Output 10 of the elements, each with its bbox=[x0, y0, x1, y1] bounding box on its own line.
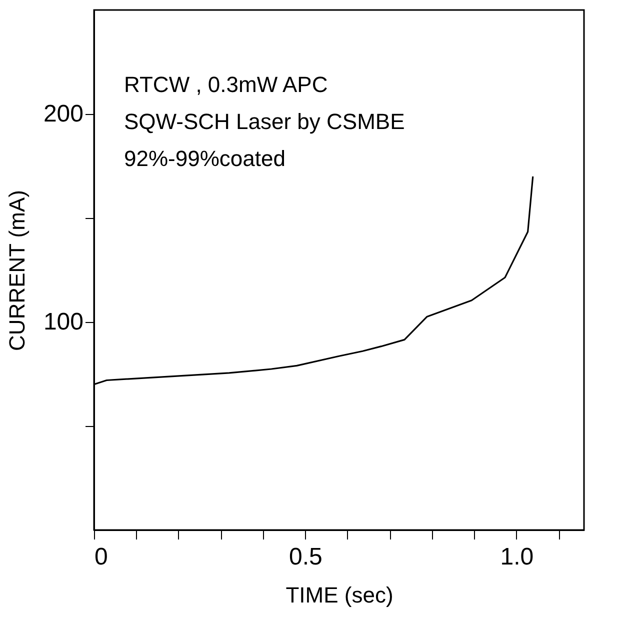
y-tick-label: 100 bbox=[43, 308, 84, 336]
y-axis-title: CURRENT (mA) bbox=[4, 190, 30, 351]
annotation: 92%-99%coated bbox=[124, 146, 286, 171]
x-tick-label: 1.0 bbox=[500, 544, 534, 570]
y-tick-label: 200 bbox=[43, 100, 84, 128]
annotation: RTCW , 0.3mW APC bbox=[124, 72, 328, 97]
x-tick-label: 0.5 bbox=[289, 544, 322, 570]
annotation: SQW-SCH Laser by CSMBE bbox=[124, 109, 405, 134]
x-axis-title: TIME (sec) bbox=[286, 582, 394, 608]
x-tick-label: 0 bbox=[94, 544, 108, 570]
